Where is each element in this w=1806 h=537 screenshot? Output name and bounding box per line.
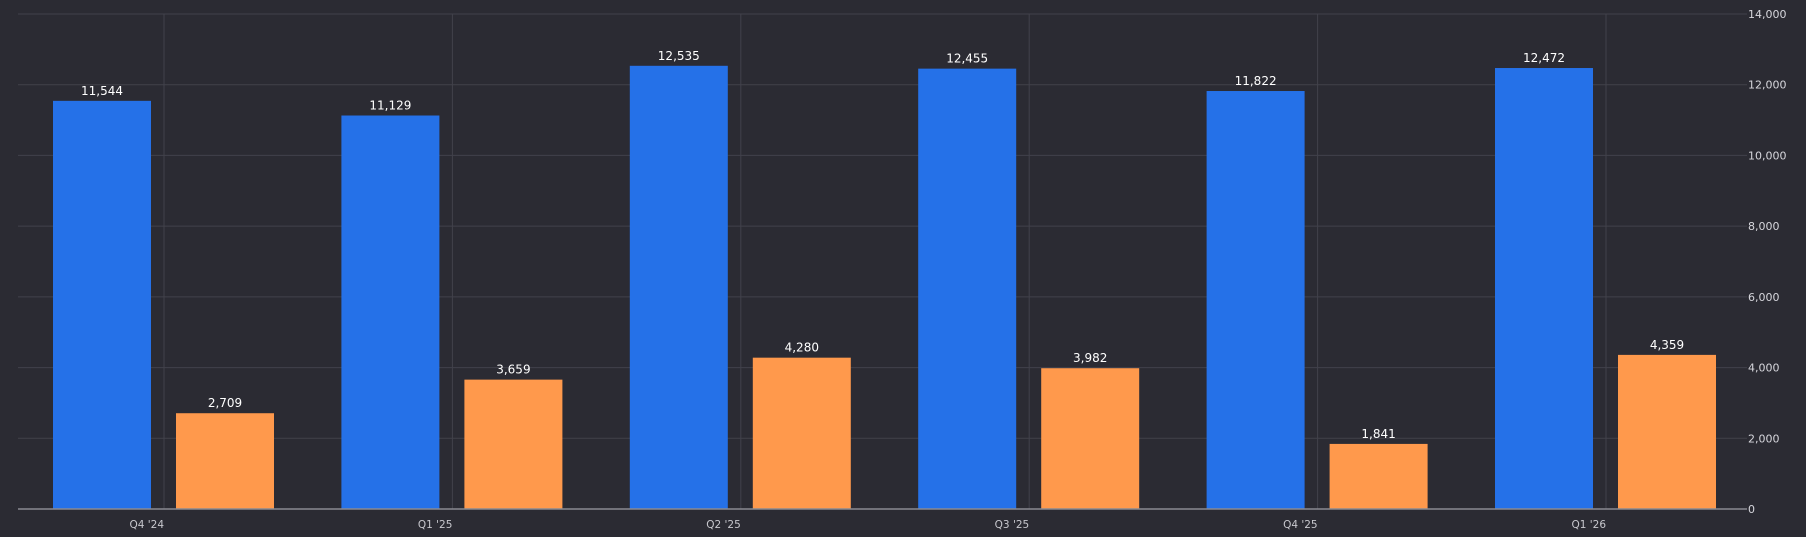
- data-labels-layer: 11,544 2,709 11,129 3,659 12,535 4,280 12,455 3…: [81, 49, 1684, 441]
- y-axis-ticks: 0 2,000 4,000 6,000 8,000 10,000 12,000 14,000: [1748, 8, 1787, 516]
- bar-series-1: [341, 115, 440, 509]
- x-tick-label: Q1 '26: [1571, 519, 1606, 531]
- data-label: 3,982: [1073, 351, 1107, 365]
- x-tick-label: Q4 '24: [129, 519, 164, 531]
- data-label: 4,359: [1650, 338, 1684, 352]
- data-label: 12,455: [946, 52, 988, 66]
- x-tick-label: Q1 '25: [418, 519, 453, 531]
- bar-series-1: [53, 100, 151, 509]
- x-tick-label: Q2 '25: [706, 519, 741, 531]
- data-label: 1,841: [1361, 427, 1395, 441]
- bar-series-2: [1329, 443, 1428, 509]
- y-tick-label: 6,000: [1748, 291, 1780, 304]
- data-label: 3,659: [496, 363, 530, 377]
- y-tick-label: 12,000: [1748, 79, 1787, 92]
- data-label: 12,472: [1523, 51, 1565, 65]
- bar-series-2: [1618, 354, 1716, 509]
- y-tick-label: 14,000: [1748, 8, 1787, 21]
- bars-layer: [53, 65, 1716, 510]
- data-label: 11,544: [81, 84, 123, 98]
- x-grid-layer: [163, 14, 1607, 509]
- data-label: 11,129: [369, 99, 411, 113]
- y-tick-label: 10,000: [1748, 149, 1787, 162]
- data-label: 4,280: [785, 341, 819, 355]
- y-tick-label: 4,000: [1748, 362, 1780, 375]
- x-tick-label: Q3 '25: [995, 519, 1030, 531]
- bar-series-1: [1495, 68, 1593, 510]
- grid-layer: [18, 13, 1747, 439]
- data-label: 12,535: [658, 49, 700, 63]
- data-label: 2,709: [208, 396, 242, 410]
- bar-series-1: [1206, 91, 1305, 509]
- bar-series-1: [629, 65, 728, 509]
- bar-series-2: [752, 357, 851, 509]
- bar-series-2: [176, 413, 274, 509]
- bar-series-2: [1041, 368, 1140, 509]
- data-label: 11,822: [1235, 74, 1277, 88]
- y-tick-label: 0: [1748, 503, 1755, 516]
- x-tick-label: Q4 '25: [1283, 519, 1318, 531]
- bar-series-2: [464, 379, 563, 509]
- x-axis-ticks: Q4 '24 Q1 '25 Q2 '25 Q3 '25 Q4 '25 Q1 '26: [129, 519, 1606, 531]
- y-tick-label: 8,000: [1748, 220, 1780, 233]
- bar-series-1: [918, 68, 1017, 510]
- y-tick-label: 2,000: [1748, 432, 1780, 445]
